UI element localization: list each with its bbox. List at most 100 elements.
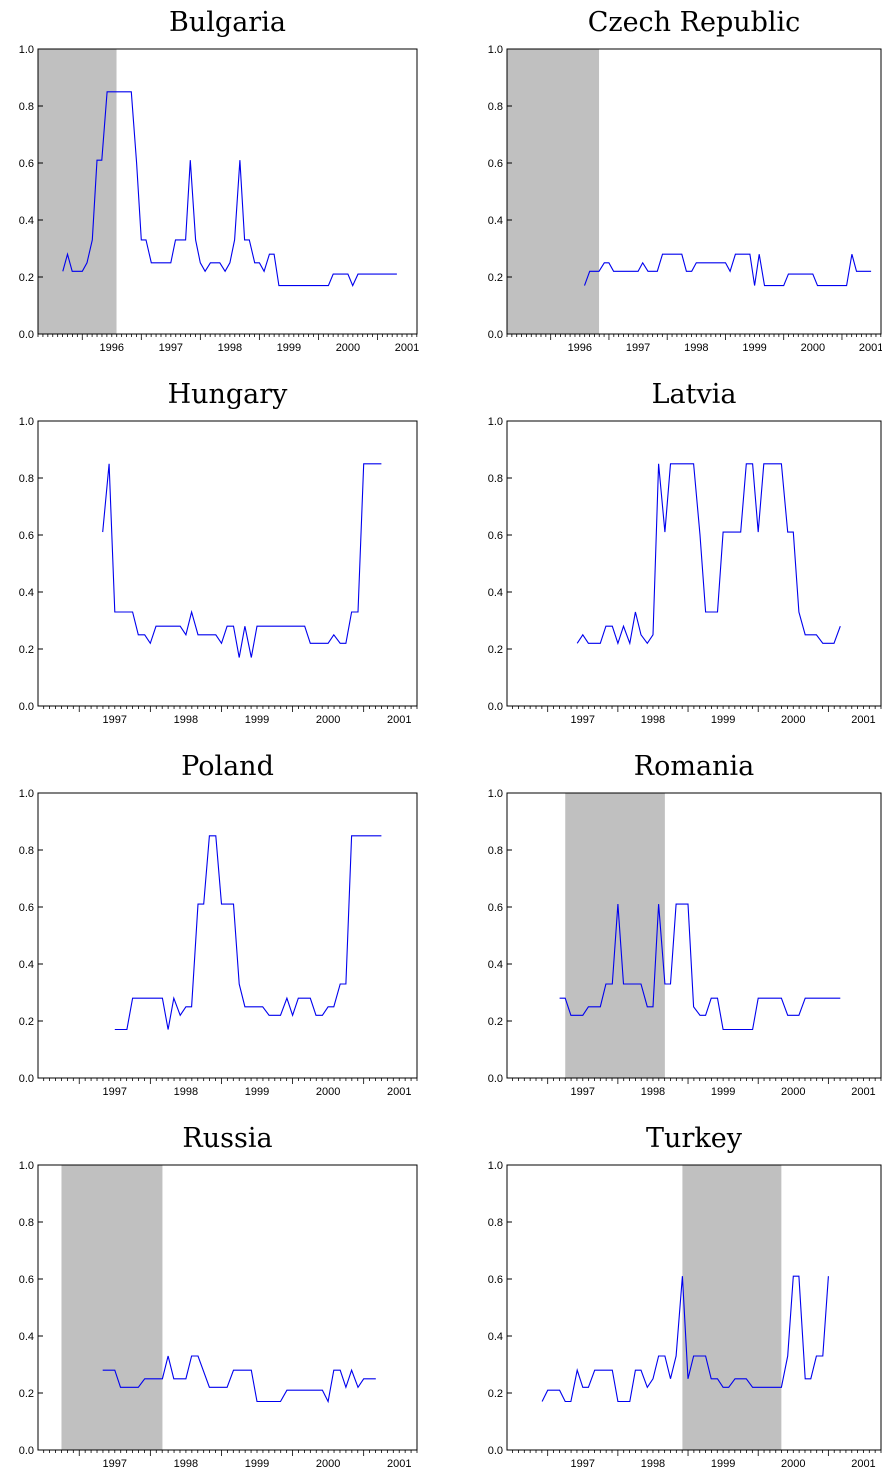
y-tick-label: 0.0 <box>19 329 34 341</box>
x-tick-label: 1998 <box>641 714 665 726</box>
y-tick-label: 0.6 <box>488 902 503 914</box>
y-tick-label: 0.4 <box>19 959 34 971</box>
y-tick-label: 0.4 <box>488 215 503 227</box>
chart-title: Poland <box>181 751 274 782</box>
x-tick-label: 2000 <box>316 1458 340 1470</box>
chart-panel-3: Latvia 0.0 0.2 0.4 0.6 0.8 1.0 1997 1998 1999 2000… <box>488 379 882 726</box>
x-tick-label: 1999 <box>711 1086 735 1098</box>
y-tick-label: 0.8 <box>19 101 34 113</box>
x-tick-label: 2000 <box>781 1458 805 1470</box>
x-tick-label: 2001 <box>859 342 882 354</box>
series-line <box>102 1355 376 1404</box>
series-line <box>541 1275 829 1403</box>
x-tick-label: 1998 <box>174 1458 198 1470</box>
x-tick-label: 1997 <box>571 1458 595 1470</box>
y-tick-label: 0.2 <box>19 1016 34 1028</box>
y-tick-label: 0.6 <box>19 530 34 542</box>
chart-panel-5: Romania 0.0 0.2 0.4 0.6 0.8 1.0 1997 1998 1999 200… <box>488 751 882 1098</box>
x-tick-label: 1999 <box>711 714 735 726</box>
shaded-region <box>507 49 600 334</box>
x-tick-label: 1999 <box>742 342 766 354</box>
x-tick-label: 2001 <box>851 714 875 726</box>
plot-frame <box>506 792 882 1079</box>
x-tick-label: 1998 <box>174 1086 198 1098</box>
x-tick-label: 1996 <box>100 342 124 354</box>
x-tick-label: 2001 <box>387 1086 411 1098</box>
x-tick-label: 2001 <box>387 714 411 726</box>
chart-title: Hungary <box>168 379 289 410</box>
x-tick-label: 2000 <box>781 1086 805 1098</box>
y-tick-label: 1.0 <box>19 416 34 428</box>
y-tick-label: 0.8 <box>488 473 503 485</box>
y-tick-label: 0.6 <box>488 530 503 542</box>
y-tick-label: 0.2 <box>488 272 503 284</box>
x-tick-label: 1997 <box>159 342 183 354</box>
x-tick-label: 2001 <box>851 1086 875 1098</box>
chart-title: Turkey <box>646 1123 743 1154</box>
y-tick-label: 0.2 <box>19 644 34 656</box>
y-tick-label: 0.0 <box>19 1073 34 1085</box>
y-tick-label: 0.8 <box>19 473 34 485</box>
chart-panel-2: Hungary 0.0 0.2 0.4 0.6 0.8 1.0 1997 1998 1999 200… <box>19 379 418 726</box>
y-tick-label: 0.6 <box>488 158 503 170</box>
x-tick-label: 2000 <box>781 714 805 726</box>
chart-title: Czech Republic <box>588 7 801 38</box>
x-tick-label: 2001 <box>395 342 419 354</box>
x-tick-label: 1997 <box>103 1086 127 1098</box>
chart-title: Russia <box>182 1123 272 1154</box>
y-tick-label: 0.0 <box>488 701 503 713</box>
x-tick-label: 1997 <box>103 714 127 726</box>
chart-title: Romania <box>634 751 754 782</box>
x-tick-label: 1999 <box>245 1086 269 1098</box>
series-line <box>583 253 872 287</box>
chart-panel-1: Czech Republic 0.0 0.2 0.4 0.6 0.8 1.0 1996 1997… <box>488 7 882 354</box>
chart-panel-4: Poland 0.0 0.2 0.4 0.6 0.8 1.0 1997 1998 1999 2000… <box>19 751 418 1098</box>
x-tick-label: 1997 <box>571 1086 595 1098</box>
y-tick-label: 0.2 <box>488 644 503 656</box>
y-tick-label: 0.0 <box>19 1445 34 1457</box>
x-tick-label: 1997 <box>571 714 595 726</box>
y-tick-label: 0.4 <box>19 1331 34 1343</box>
series-line <box>102 463 382 658</box>
series-line <box>576 463 841 646</box>
x-tick-label: 1999 <box>245 714 269 726</box>
x-tick-label: 2000 <box>801 342 825 354</box>
series-line <box>62 91 397 287</box>
x-tick-label: 2001 <box>387 1458 411 1470</box>
x-tick-label: 2000 <box>316 714 340 726</box>
x-tick-label: 1999 <box>277 342 301 354</box>
y-tick-label: 1.0 <box>19 1160 34 1172</box>
y-tick-label: 0.2 <box>488 1388 503 1400</box>
plot-frame <box>37 48 418 335</box>
shaded-region <box>38 49 117 334</box>
shaded-region <box>565 793 665 1078</box>
y-tick-label: 0.0 <box>488 1445 503 1457</box>
x-tick-label: 1998 <box>641 1086 665 1098</box>
y-tick-label: 0.6 <box>19 1274 34 1286</box>
y-tick-label: 0.2 <box>19 272 34 284</box>
x-tick-label: 1999 <box>711 1458 735 1470</box>
y-tick-label: 0.4 <box>488 587 503 599</box>
plot-frame <box>506 48 882 335</box>
y-tick-label: 0.2 <box>19 1388 34 1400</box>
shaded-region <box>682 1165 782 1450</box>
series-line <box>559 903 841 1031</box>
y-tick-label: 0.2 <box>488 1016 503 1028</box>
x-tick-label: 1997 <box>103 1458 127 1470</box>
y-tick-label: 0.4 <box>488 959 503 971</box>
x-tick-label: 1996 <box>568 342 592 354</box>
y-tick-label: 0.4 <box>19 215 34 227</box>
y-tick-label: 0.4 <box>19 587 34 599</box>
x-tick-label: 1997 <box>626 342 650 354</box>
x-tick-label: 1998 <box>684 342 708 354</box>
y-tick-label: 0.6 <box>19 158 34 170</box>
y-tick-label: 0.8 <box>488 845 503 857</box>
x-tick-label: 1999 <box>245 1458 269 1470</box>
y-tick-label: 0.6 <box>19 902 34 914</box>
chart-title: Bulgaria <box>169 7 286 38</box>
y-tick-label: 1.0 <box>19 788 34 800</box>
chart-panel-7: Turkey 0.0 0.2 0.4 0.6 0.8 1.0 1997 1998 1999 2000… <box>488 1123 882 1470</box>
x-tick-label: 1998 <box>174 714 198 726</box>
